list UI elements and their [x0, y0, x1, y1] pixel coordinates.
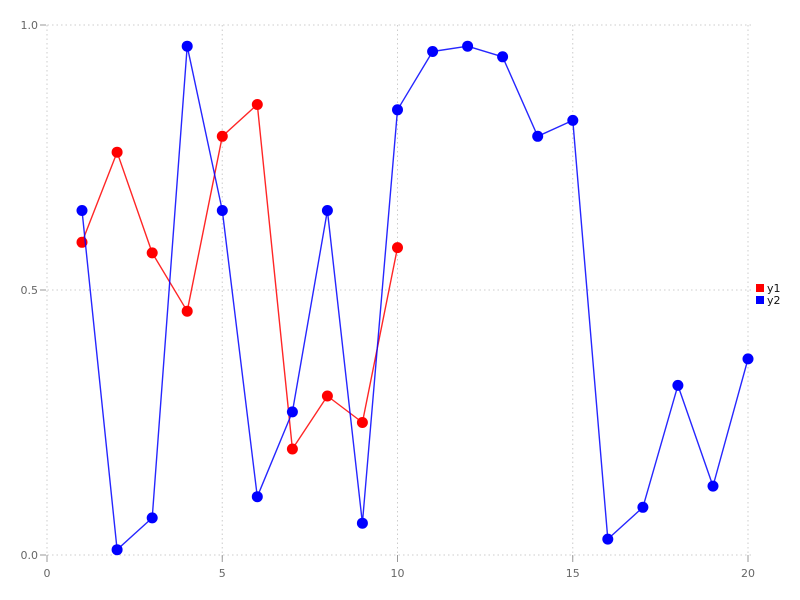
data-point-y2-x2 — [111, 544, 123, 556]
data-point-y2-x17 — [637, 501, 649, 513]
x-axis-label-15: 15 — [566, 567, 580, 580]
data-point-y2-x6 — [251, 491, 263, 503]
data-point-y1-x2 — [111, 146, 123, 158]
data-point-y1-x6 — [251, 99, 263, 110]
data-point-y2-x3 — [146, 512, 158, 524]
data-point-y1-x4 — [181, 305, 193, 317]
legend-label-y1: y1 — [767, 282, 781, 295]
data-point-y2-x12 — [462, 40, 474, 52]
data-point-y2-x16 — [602, 533, 614, 545]
data-point-y1-x10 — [392, 242, 403, 254]
series-line-y2 — [81, 45, 749, 551]
x-axis-label-20: 20 — [741, 567, 755, 580]
data-point-y2-x11 — [427, 46, 439, 57]
data-point-y1-x8 — [321, 390, 333, 402]
data-point-y2-x18 — [672, 379, 684, 391]
legend-swatch-y2 — [756, 296, 764, 304]
data-point-y1-x7 — [286, 443, 298, 455]
y-axis-label-0.0: 0.0 — [21, 549, 39, 562]
x-axis-label-10: 10 — [391, 567, 405, 580]
data-point-y2-x5 — [216, 205, 228, 216]
data-point-y1-x3 — [146, 247, 158, 259]
y-axis-label-0.5: 0.5 — [21, 284, 39, 297]
data-point-y2-x7 — [286, 406, 298, 418]
data-point-y2-x9 — [356, 517, 368, 529]
x-axis-label-0: 0 — [44, 567, 51, 580]
data-point-y2-x20 — [742, 353, 754, 365]
data-point-y2-x10 — [392, 104, 403, 116]
data-point-y1-x9 — [356, 417, 368, 428]
y-axis-label-1.0: 1.0 — [21, 19, 39, 32]
data-point-y1-x5 — [216, 130, 228, 142]
data-point-y2-x19 — [707, 480, 719, 492]
data-point-y2-x15 — [567, 114, 579, 126]
data-point-y2-x4 — [181, 40, 193, 52]
data-point-y2-x13 — [497, 51, 509, 63]
data-point-y2-x1 — [76, 205, 88, 216]
data-point-y2-x14 — [532, 130, 544, 142]
legend-label-y2: y2 — [767, 294, 781, 307]
series-line-y1 — [81, 103, 399, 450]
data-point-y2-x8 — [321, 205, 333, 216]
x-axis-label-5: 5 — [219, 567, 226, 580]
legend-swatch-y1 — [756, 284, 764, 292]
